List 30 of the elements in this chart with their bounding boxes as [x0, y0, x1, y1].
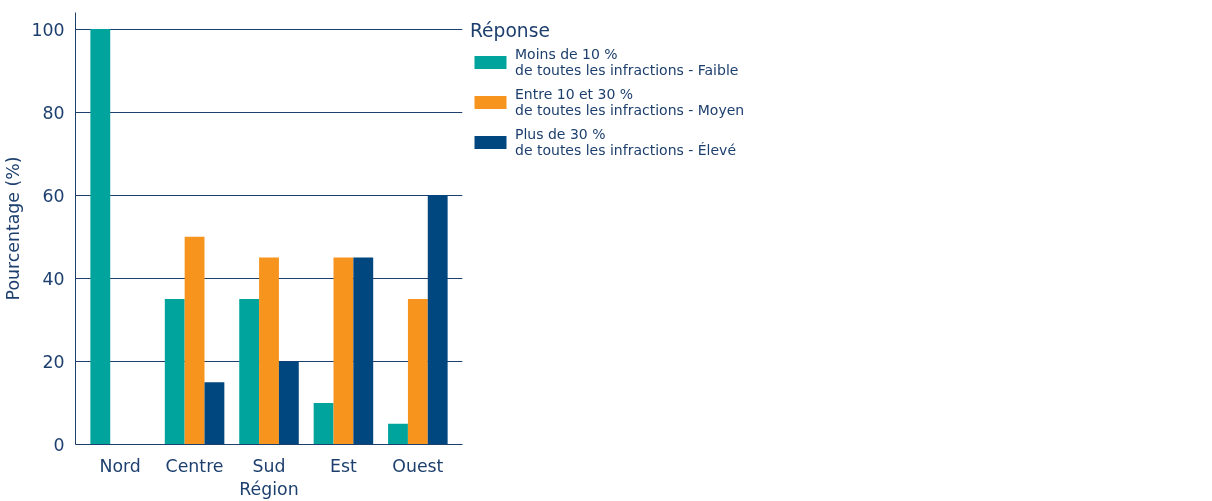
x-tick-label: Nord	[99, 455, 141, 476]
y-tick-label: 0	[53, 435, 65, 455]
bar	[164, 299, 185, 445]
bar	[313, 402, 334, 445]
bar	[388, 423, 408, 445]
bar	[407, 299, 428, 445]
y-tick-label: 60	[42, 185, 65, 206]
y-tick-label: 80	[42, 102, 65, 123]
legend-label: Moins de 10 % de toutes les infractions - Faible	[515, 46, 739, 78]
y-axis-title: Pourcentage (%)	[3, 156, 24, 301]
bar	[184, 236, 205, 445]
x-tick-label: Sud	[252, 455, 286, 476]
x-tick-label: Est	[330, 455, 358, 476]
legend-label: Entre 10 et 30 % de toutes les infractions - Moyen	[515, 86, 745, 118]
y-tick-label: 100	[31, 19, 65, 40]
bar	[90, 29, 111, 445]
y-tick-label: 20	[42, 351, 65, 372]
bar	[333, 257, 354, 445]
bar	[259, 257, 279, 445]
x-axis-title: Région	[239, 478, 299, 499]
x-tick-label: Ouest	[392, 455, 444, 476]
bar	[427, 195, 448, 445]
legend-label: Plus de 30 % de toutes les infractions - Élevé	[515, 126, 737, 158]
bar	[239, 299, 260, 445]
bar	[278, 361, 299, 445]
y-tick-label: 40	[42, 268, 65, 289]
x-tick-label: Centre	[165, 455, 224, 476]
bar	[204, 382, 225, 445]
bar	[353, 257, 374, 445]
legend-title: Réponse	[470, 20, 551, 41]
